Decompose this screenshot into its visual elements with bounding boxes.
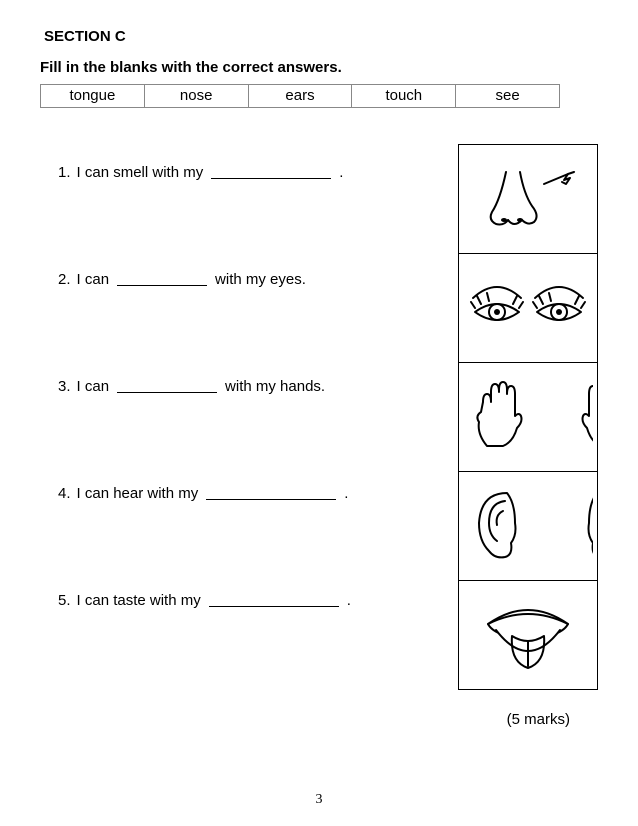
word-bank-cell: nose <box>145 85 249 107</box>
marks-label: (5 marks) <box>40 711 598 728</box>
q-num: 5. <box>58 592 71 609</box>
word-bank-cell: see <box>456 85 559 107</box>
q-num: 1. <box>58 164 71 181</box>
q-pre: I can hear with my <box>77 485 199 502</box>
blank[interactable] <box>206 485 336 500</box>
word-bank: tonguenoseearstouchsee <box>40 84 560 108</box>
page-number: 3 <box>0 792 638 808</box>
q-post: with my eyes. <box>215 271 306 288</box>
q-post: with my hands. <box>225 378 325 395</box>
q-post: . <box>344 485 348 502</box>
q-pre: I can smell with my <box>77 164 204 181</box>
instructions: Fill in the blanks with the correct answ… <box>40 59 598 76</box>
question-row: 4. I can hear with my. <box>58 485 438 502</box>
blank[interactable] <box>117 378 217 393</box>
question-row: 3. I can with my hands. <box>58 378 438 395</box>
hands-icon <box>458 362 598 472</box>
blank[interactable] <box>117 271 207 286</box>
q-post: . <box>339 164 343 181</box>
nose-icon <box>458 144 598 254</box>
question-row: 2. I can with my eyes. <box>58 271 438 288</box>
section-title: SECTION C <box>44 28 598 45</box>
q-num: 3. <box>58 378 71 395</box>
blank[interactable] <box>209 592 339 607</box>
eyes-icon <box>458 253 598 363</box>
word-bank-cell: tongue <box>41 85 145 107</box>
q-num: 4. <box>58 485 71 502</box>
images-column <box>458 144 598 689</box>
q-pre: I can taste with my <box>77 592 201 609</box>
q-pre: I can <box>77 378 110 395</box>
questions-column: 1. I can smell with my. 2. I can with my eye… <box>40 144 438 689</box>
q-num: 2. <box>58 271 71 288</box>
word-bank-cell: touch <box>352 85 456 107</box>
blank[interactable] <box>211 164 331 179</box>
tongue-icon <box>458 580 598 690</box>
question-row: 5. I can taste with my. <box>58 592 438 609</box>
question-row: 1. I can smell with my. <box>58 164 438 181</box>
q-pre: I can <box>77 271 110 288</box>
word-bank-cell: ears <box>249 85 353 107</box>
q-post: . <box>347 592 351 609</box>
ears-icon <box>458 471 598 581</box>
